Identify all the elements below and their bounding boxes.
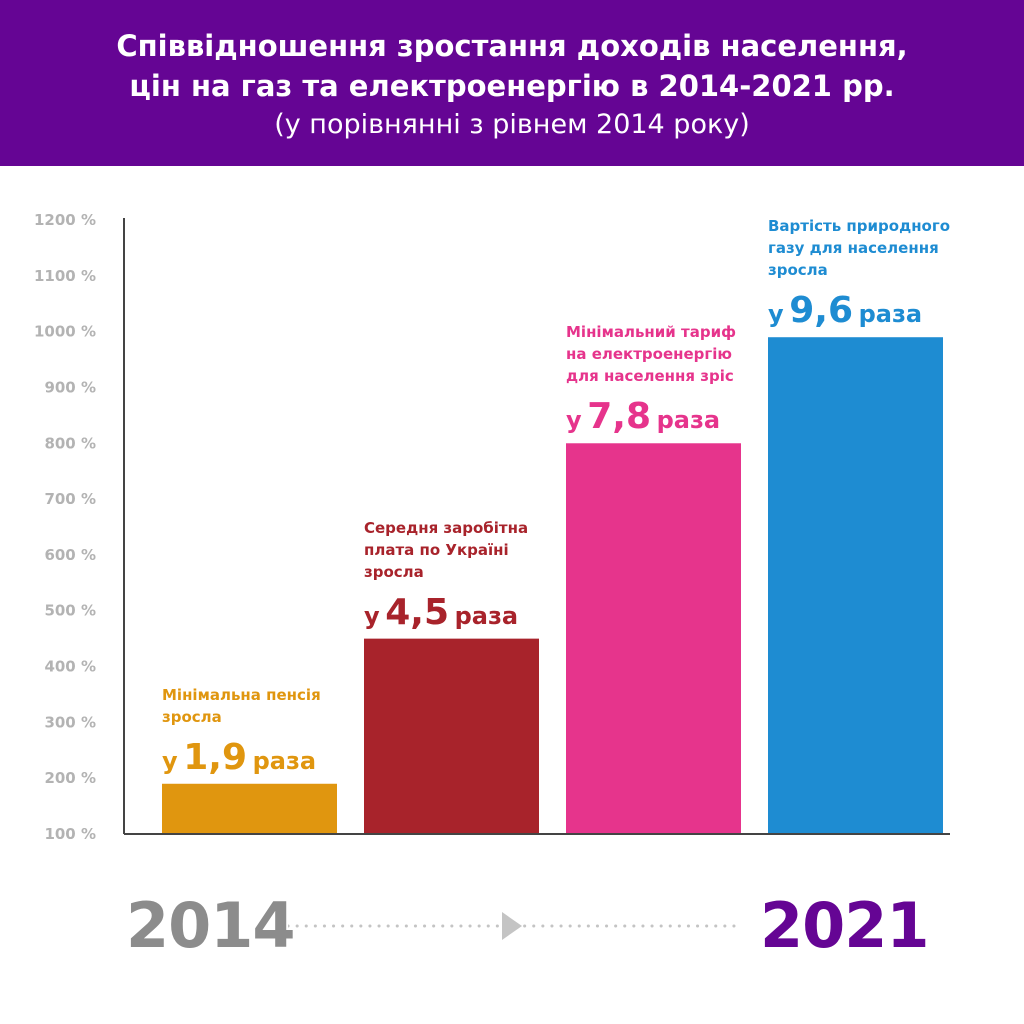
- y-tick-label: 1200 %: [34, 211, 96, 229]
- multiplier-prefix: у: [162, 746, 178, 775]
- bar-multiplier: у 9,6 раза: [768, 293, 958, 335]
- y-tick-label: 100 %: [44, 825, 96, 843]
- start-year-label: 2014: [126, 889, 296, 962]
- title-line-1: Співвідношення зростання доходів населен…: [116, 29, 908, 63]
- bar-pension: [162, 783, 337, 834]
- multiplier-prefix: у: [768, 300, 784, 329]
- bar-annotation-text: Середня заробітна плата по Україні зросл…: [364, 518, 529, 581]
- y-tick-label: 400 %: [44, 658, 96, 676]
- bar-annotation: Мінімальна пенсія зросла у 1,9 раза: [162, 684, 362, 782]
- y-tick-label: 600 %: [44, 546, 96, 564]
- chart-title: Співвідношення зростання доходів населен…: [0, 0, 1024, 106]
- multiplier-value: 9,6: [789, 290, 854, 332]
- bar-annotation-text: Вартість природного газу для населення з…: [768, 217, 950, 280]
- y-tick-label: 900 %: [44, 378, 96, 396]
- multiplier-value: 4,5: [385, 591, 450, 633]
- bar-annotation: Вартість природного газу для населення з…: [768, 215, 958, 335]
- timeline-arrow-head-icon: [502, 912, 522, 940]
- bar-annotation: Середня заробітна плата по Україні зросл…: [364, 517, 544, 637]
- y-tick-label: 200 %: [44, 769, 96, 787]
- y-tick-label: 300 %: [44, 713, 96, 731]
- bar-electricity: [566, 443, 741, 834]
- multiplier-value: 1,9: [183, 736, 248, 778]
- bar-salary: [364, 638, 539, 834]
- multiplier-suffix: раза: [454, 601, 519, 630]
- title-line-2: цін на газ та електроенергію в 2014-2021…: [129, 69, 895, 103]
- bar-multiplier: у 1,9 раза: [162, 736, 362, 782]
- multiplier-suffix: раза: [656, 406, 721, 435]
- bar-gas: [768, 337, 943, 834]
- multiplier-value: 7,8: [587, 396, 652, 438]
- bar-multiplier: у 4,5 раза: [364, 591, 544, 637]
- y-tick-label: 1000 %: [34, 323, 96, 341]
- y-tick-label: 800 %: [44, 434, 96, 452]
- bar-annotation: Мінімальний тариф на електроенергію для …: [566, 321, 746, 441]
- y-tick-label: 500 %: [44, 602, 96, 620]
- bar-annotation-text: Мінімальний тариф на електроенергію для …: [566, 323, 736, 386]
- multiplier-suffix: раза: [858, 300, 923, 329]
- end-year-label: 2021: [760, 889, 930, 962]
- y-tick-label: 700 %: [44, 490, 96, 508]
- bar-annotation-text: Мінімальна пенсія зросла: [162, 685, 321, 726]
- y-tick-label: 1100 %: [34, 267, 96, 285]
- multiplier-prefix: у: [566, 406, 582, 435]
- bar-chart: 100 % 200 % 300 % 400 % 500 % 600 % 700 % 800 %…: [34, 211, 950, 843]
- multiplier-prefix: у: [364, 601, 380, 630]
- bar-multiplier: у 7,8 раза: [566, 399, 746, 441]
- chart-subtitle: (у порівнянні з рівнем 2014 року): [274, 109, 750, 140]
- timeline-arrow: [288, 924, 736, 928]
- multiplier-suffix: раза: [252, 746, 317, 775]
- header-banner: Співвідношення зростання доходів населен…: [0, 0, 1024, 166]
